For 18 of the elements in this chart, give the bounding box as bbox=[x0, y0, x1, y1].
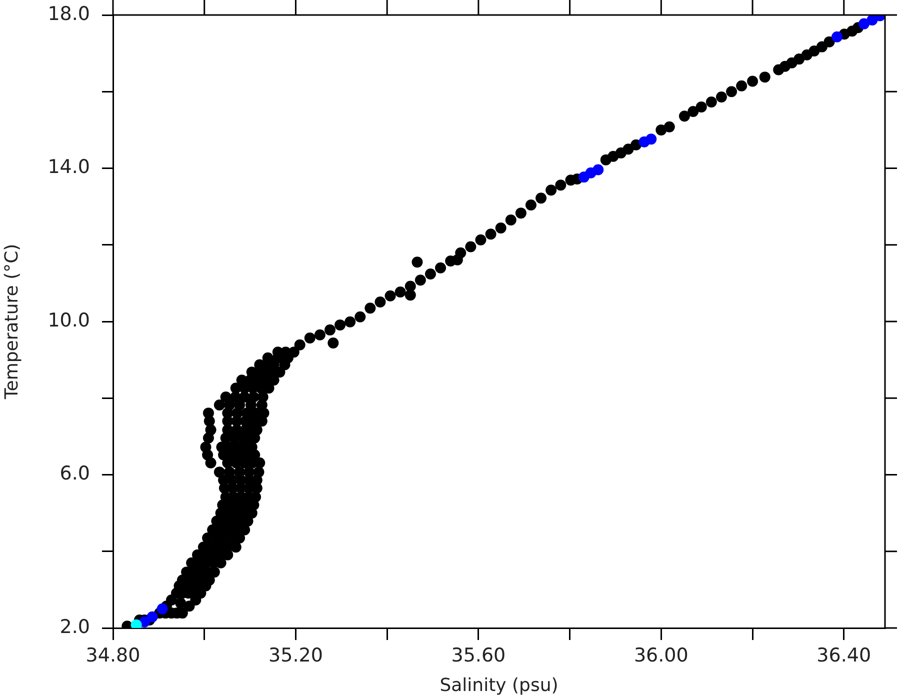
point bbox=[146, 611, 158, 622]
point bbox=[832, 31, 843, 42]
point bbox=[592, 164, 604, 176]
x-tick-label: 34.80 bbox=[86, 644, 140, 666]
y-tick-label: 10.0 bbox=[48, 309, 90, 332]
x-tick-label: 35.60 bbox=[451, 644, 506, 666]
y-tick-label: 2.0 bbox=[60, 616, 90, 638]
point bbox=[646, 134, 657, 145]
y-tick-label: 18.0 bbox=[48, 2, 90, 25]
y-tick-label: 14.0 bbox=[48, 156, 90, 178]
point bbox=[858, 18, 870, 30]
x-tick-label: 36.40 bbox=[816, 644, 872, 666]
point bbox=[156, 603, 168, 614]
x-axis-title: Salinity (psu) bbox=[440, 674, 558, 696]
y-axis-title: Temperature (°C) bbox=[1, 244, 22, 400]
y-tick-label: 6.0 bbox=[60, 462, 90, 485]
x-tick-label: 36.00 bbox=[634, 644, 688, 666]
x-tick-label: 35.20 bbox=[268, 644, 323, 666]
